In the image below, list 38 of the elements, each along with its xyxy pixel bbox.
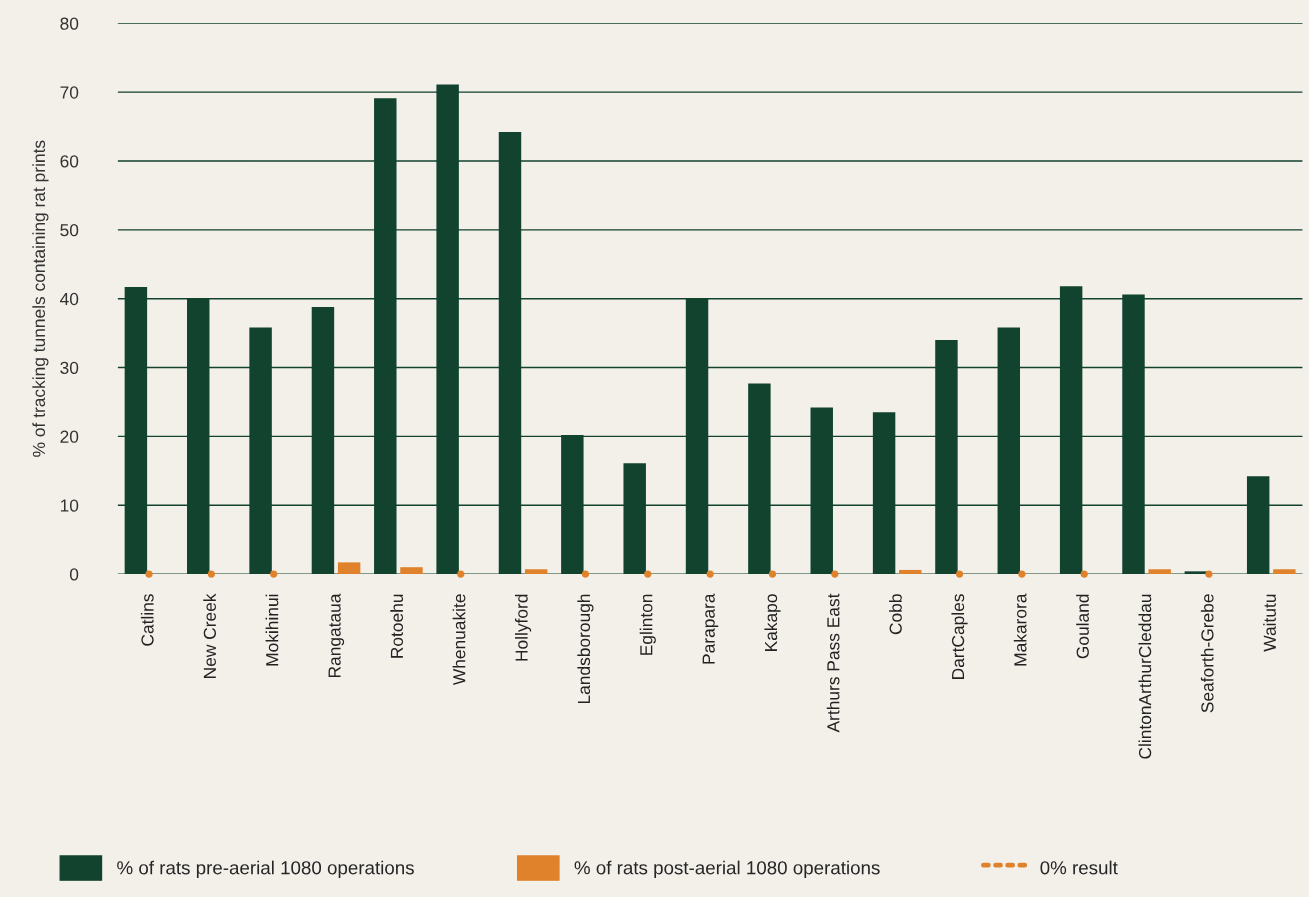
y-tick-label: 0	[69, 568, 79, 581]
x-tick-label: New Creek	[203, 593, 216, 678]
x-tick-label: Gouland	[1076, 594, 1089, 659]
x-tick-label: Whenuakite	[452, 594, 466, 686]
y-tick-label: 50	[60, 224, 79, 237]
x-tick-label: Makarora	[1013, 593, 1027, 666]
bar	[337, 562, 361, 575]
x-tick-label: Rotoehu	[390, 594, 404, 658]
x-tick-label: Kakapo	[764, 594, 781, 651]
x-tick-label: ClintonArthurCleddau	[1138, 594, 1152, 759]
x-tick-label: Seaforth-Grebe	[1200, 594, 1214, 713]
x-tick-label: Mokihinui	[265, 594, 279, 666]
x-tick-label: Cobb	[889, 594, 902, 635]
y-tick-label: 30	[60, 361, 79, 375]
y-tick-label: 10	[60, 499, 79, 512]
x-tick-label: Rangataua	[328, 593, 345, 678]
y-tick-label: 40	[60, 292, 79, 306]
bar	[1148, 569, 1171, 575]
bar	[1273, 569, 1296, 575]
legend-label: % of rats pre-aerial 1080 operations	[117, 860, 414, 879]
bar	[400, 567, 423, 575]
bar	[524, 569, 548, 575]
x-tick-label: Eglinton	[639, 594, 656, 655]
x-tick-label: Waitutu	[1263, 594, 1276, 652]
y-tick-label: 80	[60, 17, 79, 30]
y-tick-label: 60	[60, 155, 79, 168]
legend-label: % of rats post-aerial 1080 operations	[574, 860, 880, 879]
y-axis-title: % of tracking tunnels containing rat prints	[32, 140, 49, 457]
bar	[899, 569, 922, 575]
x-tick-label: Landsborough	[577, 594, 594, 704]
y-tick-label: 20	[60, 430, 79, 443]
x-tick-label: Hollyford	[514, 594, 532, 661]
legend-label: 0% result	[1040, 860, 1118, 875]
x-tick-label: Arthurs Pass East	[826, 593, 840, 733]
x-tick-label: Parapara	[702, 593, 719, 664]
x-tick-label: Catlins	[140, 594, 154, 646]
x-tick-label: DartCaples	[951, 594, 968, 679]
y-tick-label: 70	[60, 86, 79, 99]
